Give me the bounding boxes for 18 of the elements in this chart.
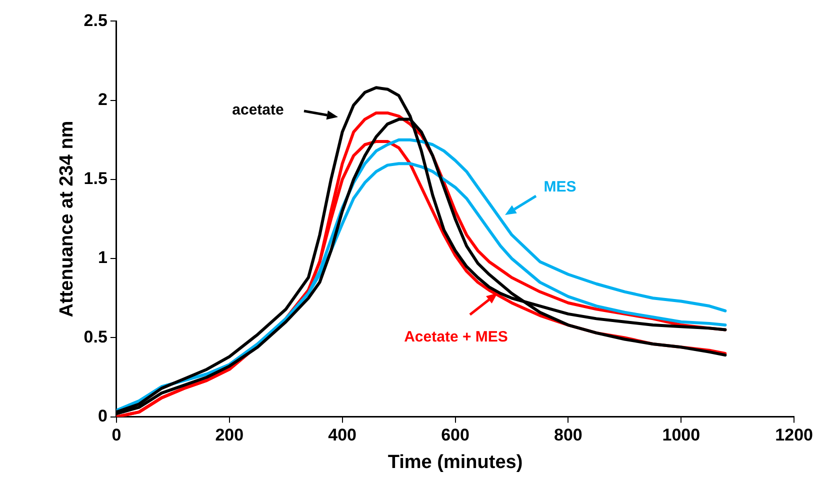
x-tick-label: 1200 xyxy=(775,426,814,445)
y-axis-title: Attenuance at 234 nm xyxy=(56,120,78,318)
annotation: MES xyxy=(544,178,576,196)
y-tick-label: 2.5 xyxy=(84,10,108,30)
x-tick-label: 600 xyxy=(441,426,470,445)
x-tick-label: 1000 xyxy=(662,426,700,445)
x-tick-label: 200 xyxy=(215,426,244,445)
y-tick-label: 0 xyxy=(98,406,108,426)
x-tick-label: 400 xyxy=(328,426,357,445)
y-tick-label: 2 xyxy=(98,90,108,110)
x-axis-title: Time (minutes) xyxy=(388,452,523,473)
annotation: acetate xyxy=(232,102,284,118)
x-tick-label: 800 xyxy=(554,426,582,445)
y-tick-label: 0.5 xyxy=(84,327,108,346)
annotation: Acetate + MES xyxy=(404,328,508,346)
y-tick-label: 1 xyxy=(98,248,108,268)
y-tick-label: 1.5 xyxy=(84,169,108,188)
x-tick-label: 0 xyxy=(112,426,122,445)
